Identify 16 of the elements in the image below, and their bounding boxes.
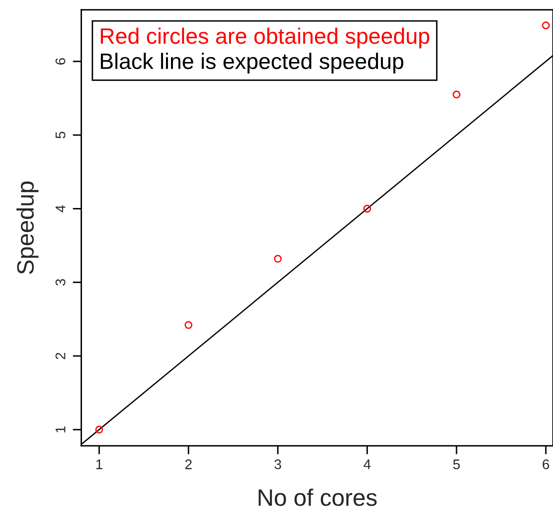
y-tick-label: 4 bbox=[56, 205, 66, 212]
text: Red circles are obtained speedup bbox=[100, 28, 430, 48]
y-tick-label: 1 bbox=[56, 426, 66, 432]
x-axis-title: No of cores bbox=[258, 488, 377, 506]
y-axis-title: Speedup bbox=[16, 182, 38, 274]
x-tick-label: 4 bbox=[364, 460, 371, 470]
x-tick-label: 1 bbox=[96, 460, 102, 470]
x-tick-label: 6 bbox=[542, 459, 550, 470]
text: Black line is expected speedup bbox=[100, 52, 404, 74]
x-tick-label: 3 bbox=[274, 459, 282, 470]
x-tick-label: 2 bbox=[185, 459, 192, 470]
y-tick-label: 5 bbox=[56, 132, 66, 138]
y-tick-label: 3 bbox=[56, 279, 66, 286]
y-tick-label: 6 bbox=[56, 58, 66, 65]
y-tick-label: 2 bbox=[56, 352, 66, 360]
x-tick-label: 5 bbox=[453, 460, 460, 470]
